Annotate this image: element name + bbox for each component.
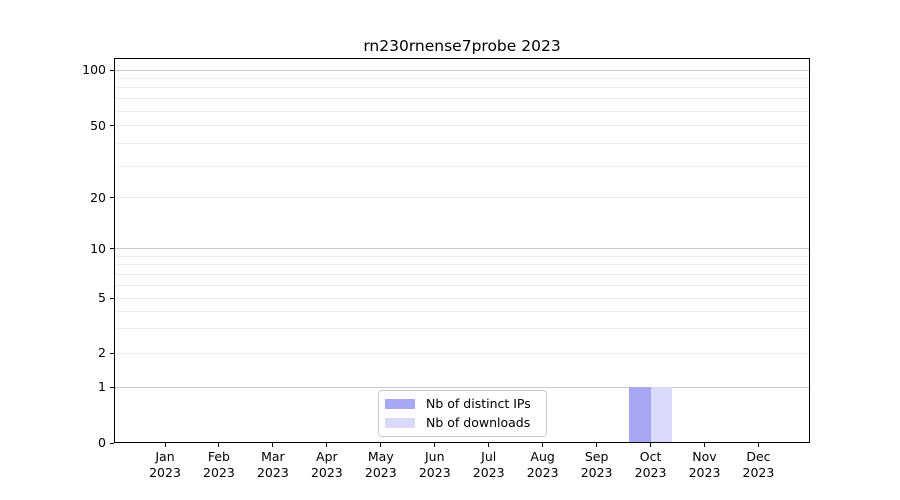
legend-item: Nb of downloads (385, 414, 540, 431)
y-gridline-major (115, 248, 809, 250)
y-tick-mark (110, 197, 114, 199)
x-tick-month: Oct (639, 449, 662, 464)
legend-swatch (385, 399, 415, 410)
x-tick-mark (757, 443, 759, 447)
legend-swatch (385, 417, 415, 428)
x-tick-year: 2023 (364, 465, 397, 480)
y-gridline-major (115, 352, 809, 354)
x-tick-month: Jul (481, 449, 497, 464)
y-gridline-major (115, 69, 809, 71)
x-tick-label: Jan 2023 (135, 449, 195, 481)
y-gridline-minor (115, 264, 809, 266)
legend-box: Nb of distinct IPs Nb of downloads (378, 390, 547, 437)
y-gridline-major (115, 197, 809, 199)
x-tick-mark (434, 443, 436, 447)
y-gridline-minor (115, 328, 809, 330)
y-tick-mark (110, 248, 114, 250)
y-tick-label: 2 (98, 345, 106, 361)
y-gridline-minor (115, 284, 809, 286)
y-tick-label: 100 (82, 62, 106, 77)
plot-frame (114, 58, 810, 443)
x-tick-label: Feb 2023 (189, 449, 249, 481)
y-tick-mark (110, 386, 114, 388)
x-tick-label: Dec 2023 (728, 449, 788, 481)
y-tick-label: 50 (90, 117, 106, 133)
bar-nb-of-downloads (650, 387, 672, 442)
plot-area (114, 58, 810, 443)
y-gridline-major (115, 297, 809, 299)
y-tick-mark (110, 442, 114, 444)
x-tick-label: May 2023 (351, 449, 411, 481)
x-tick-month: Nov (692, 449, 717, 464)
y-gridline-minor (115, 78, 809, 80)
x-tick-mark (272, 443, 274, 447)
x-tick-label: Oct 2023 (621, 449, 681, 481)
x-tick-year: 2023 (526, 465, 559, 480)
x-tick-month: Jan (155, 449, 175, 464)
x-tick-year: 2023 (634, 465, 667, 480)
x-tick-mark (380, 443, 382, 447)
x-tick-mark (542, 443, 544, 447)
x-tick-mark (488, 443, 490, 447)
y-tick-mark (110, 297, 114, 299)
y-tick-label: 10 (90, 240, 106, 256)
y-gridline-major (115, 125, 809, 127)
y-gridline-minor (115, 110, 809, 112)
x-tick-label: Apr 2023 (297, 449, 357, 481)
x-tick-year: 2023 (310, 465, 343, 480)
y-gridline-minor (115, 310, 809, 312)
x-tick-mark (326, 443, 328, 447)
x-tick-label: Mar 2023 (243, 449, 303, 481)
x-tick-year: 2023 (742, 465, 775, 480)
x-tick-label: Aug 2023 (513, 449, 573, 481)
x-tick-mark (704, 443, 705, 447)
x-tick-mark (164, 443, 166, 447)
y-gridline-minor (115, 256, 809, 257)
x-tick-year: 2023 (580, 465, 613, 480)
y-gridline-minor (115, 165, 809, 167)
y-tick-label: 0 (98, 435, 106, 450)
x-tick-month: Jun (424, 449, 445, 464)
x-tick-year: 2023 (472, 465, 505, 480)
x-tick-month: Apr (316, 449, 338, 464)
y-tick-mark (110, 69, 114, 71)
y-gridline-minor (115, 273, 809, 275)
x-tick-label: Nov 2023 (675, 449, 735, 481)
x-tick-mark (650, 443, 652, 447)
x-tick-year: 2023 (203, 465, 235, 480)
x-tick-month: Sep (584, 449, 609, 464)
chart-title: rn230rnense7probe 2023 (363, 37, 561, 55)
y-tick-label: 20 (90, 189, 106, 205)
y-gridline-minor (115, 98, 809, 100)
x-tick-label: Jul 2023 (459, 449, 519, 481)
x-tick-year: 2023 (256, 465, 289, 480)
y-tick-mark (110, 352, 114, 354)
y-tick-label: 5 (98, 290, 106, 305)
x-tick-month: May (367, 449, 394, 464)
y-tick-mark (110, 125, 114, 127)
bar-nb-of-distinct-ips (629, 387, 651, 442)
x-tick-month: Dec (746, 449, 771, 464)
x-tick-month: Mar (261, 449, 285, 464)
x-tick-mark (596, 443, 598, 447)
x-tick-month: Feb (207, 449, 230, 464)
legend-label: Nb of downloads (426, 414, 531, 430)
y-tick-label: 1 (98, 379, 106, 395)
x-tick-label: Jun 2023 (405, 449, 465, 481)
y-gridline-minor (115, 87, 809, 89)
x-tick-year: 2023 (688, 465, 721, 480)
legend-label: Nb of distinct IPs (426, 396, 531, 412)
x-tick-year: 2023 (418, 465, 451, 480)
x-tick-label: Sep 2023 (567, 449, 627, 481)
y-gridline-major (115, 386, 809, 388)
y-gridline-minor (115, 143, 809, 145)
legend-item: Nb of distinct IPs (385, 396, 540, 413)
x-tick-mark (218, 443, 220, 447)
x-tick-month: Aug (530, 449, 555, 464)
x-tick-year: 2023 (149, 465, 181, 480)
